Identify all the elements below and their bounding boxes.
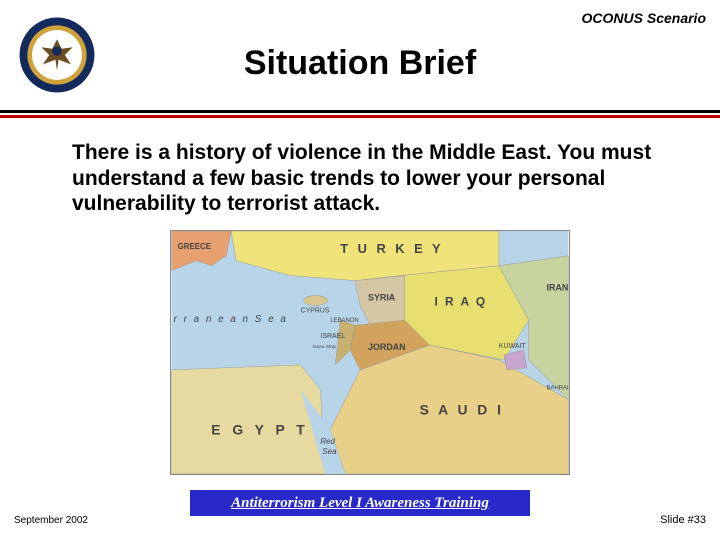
svg-text:Red: Red	[320, 437, 335, 446]
slide-title: Situation Brief	[0, 44, 720, 83]
svg-text:E G Y P T: E G Y P T	[211, 421, 308, 437]
svg-text:Sea: Sea	[322, 447, 337, 456]
svg-text:BAHRAIN: BAHRAIN	[547, 386, 569, 392]
svg-text:ISRAEL: ISRAEL	[320, 333, 345, 340]
svg-text:CYPRUS: CYPRUS	[301, 307, 330, 314]
divider-red	[0, 115, 720, 118]
footer-date: September 2002	[14, 515, 88, 526]
svg-text:S A U D I: S A U D I	[420, 401, 504, 417]
slide-header: OCONUS Scenario Situation Brief	[0, 0, 720, 110]
svg-text:LEBANON: LEBANON	[330, 318, 358, 324]
svg-text:GREECE: GREECE	[178, 242, 211, 251]
svg-text:JORDAN: JORDAN	[368, 342, 406, 352]
scenario-label: OCONUS Scenario	[582, 10, 706, 26]
slide: OCONUS Scenario Situation Brief There is…	[0, 0, 720, 540]
divider-black	[0, 110, 720, 113]
svg-text:r r a n e a n S e a: r r a n e a n S e a	[174, 314, 288, 325]
header-divider	[0, 110, 720, 118]
body-paragraph: There is a history of violence in the Mi…	[72, 140, 662, 217]
footer-training-bar: Antiterrorism Level I Awareness Training	[190, 490, 530, 516]
svg-text:IRAN: IRAN	[547, 283, 569, 293]
svg-text:Gaza Strip: Gaza Strip	[312, 344, 336, 350]
svg-text:KUWAIT: KUWAIT	[499, 343, 526, 350]
map-image: T U R K E Y GREECE SYRIA I R A Q CYPRUS …	[170, 230, 570, 475]
middle-east-map-icon: T U R K E Y GREECE SYRIA I R A Q CYPRUS …	[171, 231, 569, 474]
svg-text:I R A Q: I R A Q	[434, 294, 487, 308]
footer-slide-number: Slide #33	[660, 514, 706, 526]
svg-text:SYRIA: SYRIA	[368, 292, 396, 302]
svg-text:T U R K E Y: T U R K E Y	[340, 241, 443, 256]
